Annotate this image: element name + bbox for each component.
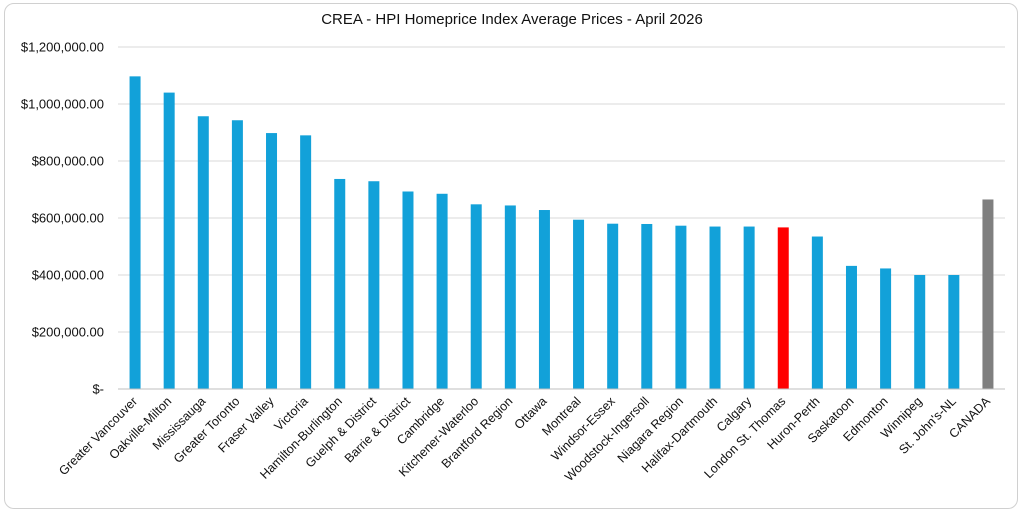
- bar-kitchener-waterloo: [470, 204, 482, 389]
- bar-victoria: [300, 135, 312, 389]
- bar-calgary: [743, 226, 755, 389]
- bar-niagara-region: [675, 225, 687, 389]
- bar-greater-toronto: [231, 120, 243, 390]
- bar-barrie-district: [402, 191, 414, 389]
- bar-hamilton-burlington: [334, 178, 346, 389]
- bar-london-st-thomas: [777, 227, 789, 389]
- bar-montreal: [573, 219, 585, 389]
- bar-st-john-s-nl: [948, 275, 960, 389]
- y-tick-label: $200,000.00: [32, 325, 104, 340]
- y-tick-label: $400,000.00: [32, 268, 104, 283]
- bar-windsor-essex: [607, 223, 619, 389]
- y-tick-label: $1,000,000.00: [21, 97, 104, 112]
- y-axis-ticks: $- $200,000.00 $400,000.00 $600,000.00 $800,…: [21, 40, 104, 397]
- bar-canada: [982, 199, 994, 389]
- y-tick-label: $-: [92, 382, 104, 397]
- bar-greater-vancouver: [129, 76, 141, 389]
- bar-fraser-valley: [266, 133, 278, 389]
- bar-brantford-region: [504, 205, 516, 389]
- y-tick-label: $800,000.00: [32, 154, 104, 169]
- bar-mississauga: [197, 116, 209, 389]
- gridlines: [118, 46, 1005, 333]
- bar-huron-perth: [811, 236, 823, 389]
- bar-winnipeg: [914, 275, 926, 389]
- y-tick-label: $1,200,000.00: [21, 40, 104, 55]
- bars: [129, 76, 994, 390]
- bar-ottawa: [538, 210, 550, 389]
- y-tick-label: $600,000.00: [32, 211, 104, 226]
- chart-title: CREA - HPI Homeprice Index Average Price…: [321, 11, 703, 28]
- x-axis-ticks: Greater VancouverOakville-MiltonMississa…: [56, 394, 993, 484]
- bar-oakville-milton: [163, 92, 175, 389]
- bar-edmonton: [880, 268, 892, 389]
- bar-halifax-dartmouth: [709, 226, 721, 389]
- bar-woodstock-ingersoll: [641, 223, 653, 389]
- bar-guelph-district: [368, 181, 380, 389]
- bar-cambridge: [436, 193, 448, 389]
- bar-saskatoon: [845, 265, 857, 389]
